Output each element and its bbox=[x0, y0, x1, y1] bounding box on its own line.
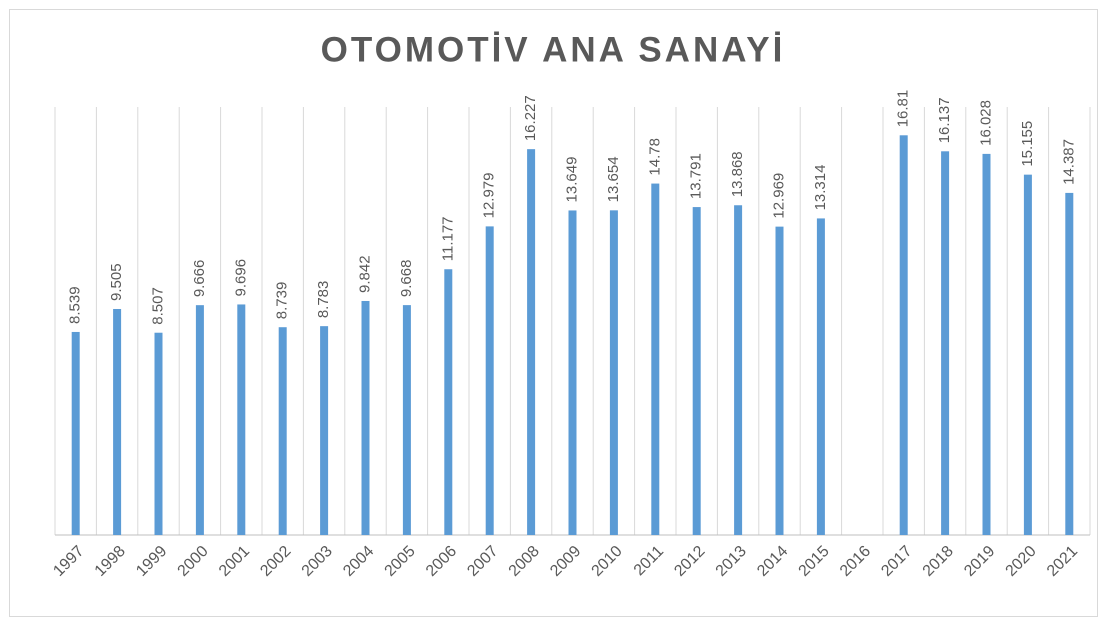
bar bbox=[237, 304, 246, 535]
bar bbox=[775, 226, 784, 535]
bar bbox=[195, 305, 204, 535]
data-label: 13.649 bbox=[563, 157, 580, 203]
bar bbox=[361, 300, 370, 535]
data-label: 12.969 bbox=[770, 173, 787, 219]
bar bbox=[485, 226, 494, 535]
data-label: 14.387 bbox=[1060, 139, 1077, 185]
data-label: 8.739 bbox=[274, 282, 291, 320]
data-label: 8.783 bbox=[315, 281, 332, 319]
data-label: 13.314 bbox=[812, 165, 829, 211]
bar bbox=[816, 218, 825, 535]
data-label: 11.177 bbox=[439, 216, 456, 261]
data-label: 16.028 bbox=[977, 100, 994, 146]
data-label: 12.979 bbox=[481, 172, 498, 218]
bar bbox=[982, 153, 991, 535]
bar bbox=[113, 308, 122, 535]
bar bbox=[71, 331, 80, 535]
bar bbox=[444, 269, 453, 535]
data-label: 14.78 bbox=[646, 138, 663, 176]
data-label: 8.507 bbox=[149, 287, 166, 325]
chart-border bbox=[9, 9, 1098, 617]
data-label: 9.505 bbox=[108, 263, 125, 301]
bar bbox=[154, 332, 163, 535]
bar bbox=[568, 210, 577, 536]
bar bbox=[734, 205, 743, 536]
data-label: 15.155 bbox=[1019, 121, 1036, 167]
data-label: 9.696 bbox=[232, 259, 249, 297]
bar bbox=[1023, 174, 1032, 536]
bar bbox=[527, 149, 536, 535]
bar bbox=[278, 327, 287, 535]
bar bbox=[320, 326, 329, 535]
data-label: 8.539 bbox=[67, 286, 84, 324]
bar bbox=[692, 207, 701, 535]
bar bbox=[609, 210, 618, 535]
chart-title: OTOMOTİV ANA SANAYİ bbox=[321, 30, 786, 69]
bar bbox=[941, 151, 950, 535]
data-label: 13.654 bbox=[605, 156, 622, 202]
data-label: 9.842 bbox=[356, 255, 373, 293]
data-label: 16.81 bbox=[895, 90, 912, 128]
data-label: 16.227 bbox=[522, 95, 539, 141]
data-label: 13.868 bbox=[729, 151, 746, 197]
bar bbox=[899, 135, 908, 535]
bar bbox=[402, 305, 411, 535]
data-label: 9.668 bbox=[398, 260, 415, 298]
data-label: 13.791 bbox=[688, 153, 705, 199]
data-label: 16.137 bbox=[936, 97, 953, 143]
bar bbox=[1065, 192, 1074, 535]
bar bbox=[651, 183, 660, 535]
data-label: 9.666 bbox=[191, 260, 208, 298]
